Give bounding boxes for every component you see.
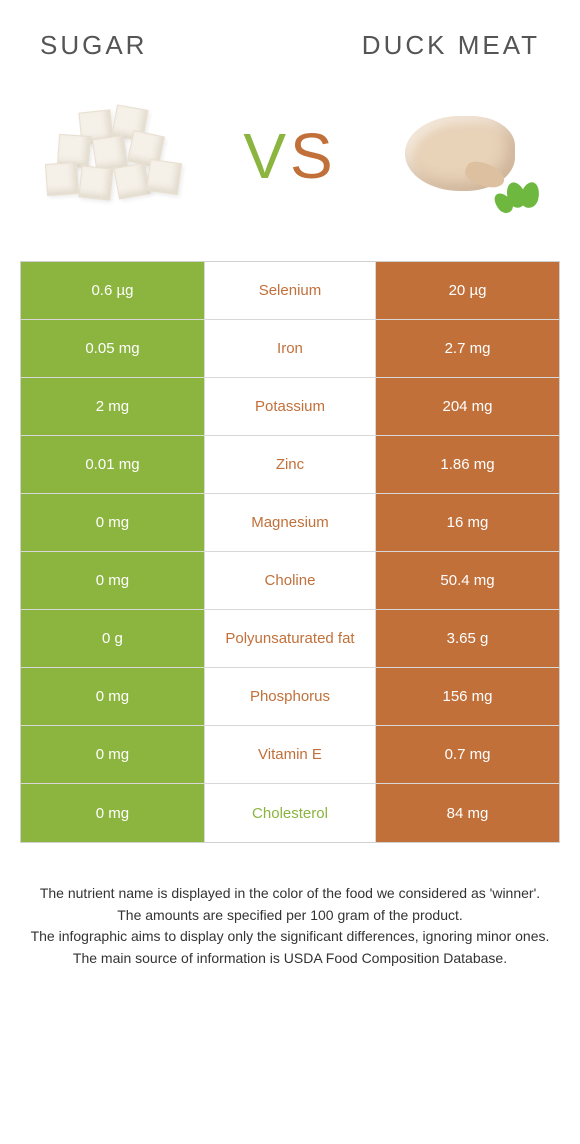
left-value: 0 g bbox=[21, 610, 204, 667]
table-row: 0 mgCholesterol84 mg bbox=[21, 784, 559, 842]
right-value: 156 mg bbox=[376, 668, 559, 725]
left-value: 2 mg bbox=[21, 378, 204, 435]
nutrient-label: Phosphorus bbox=[204, 668, 376, 725]
duck-image bbox=[390, 91, 550, 221]
footnote-line: The main source of information is USDA F… bbox=[30, 948, 550, 970]
left-value: 0.05 mg bbox=[21, 320, 204, 377]
footnote-line: The nutrient name is displayed in the co… bbox=[30, 883, 550, 905]
nutrient-label: Potassium bbox=[204, 378, 376, 435]
hero-row: VS bbox=[0, 71, 580, 261]
left-value: 0 mg bbox=[21, 784, 204, 842]
vs-label: VS bbox=[243, 119, 336, 193]
right-value: 3.65 g bbox=[376, 610, 559, 667]
right-value: 204 mg bbox=[376, 378, 559, 435]
footnote-line: The infographic aims to display only the… bbox=[30, 926, 550, 948]
left-value: 0 mg bbox=[21, 494, 204, 551]
nutrient-label: Magnesium bbox=[204, 494, 376, 551]
right-value: 50.4 mg bbox=[376, 552, 559, 609]
left-value: 0 mg bbox=[21, 668, 204, 725]
nutrient-label: Selenium bbox=[204, 262, 376, 319]
nutrient-label: Polyunsaturated fat bbox=[204, 610, 376, 667]
table-row: 0.6 µgSelenium20 µg bbox=[21, 262, 559, 320]
title-left: SUGAR bbox=[40, 30, 147, 61]
left-value: 0 mg bbox=[21, 726, 204, 783]
right-value: 1.86 mg bbox=[376, 436, 559, 493]
right-value: 16 mg bbox=[376, 494, 559, 551]
nutrient-table: 0.6 µgSelenium20 µg0.05 mgIron2.7 mg2 mg… bbox=[20, 261, 560, 843]
table-row: 0.05 mgIron2.7 mg bbox=[21, 320, 559, 378]
vs-v: V bbox=[243, 120, 290, 192]
footnote-line: The amounts are specified per 100 gram o… bbox=[30, 905, 550, 927]
vs-s: S bbox=[290, 120, 337, 192]
right-value: 0.7 mg bbox=[376, 726, 559, 783]
table-row: 0.01 mgZinc1.86 mg bbox=[21, 436, 559, 494]
right-value: 84 mg bbox=[376, 784, 559, 842]
table-row: 0 mgCholine50.4 mg bbox=[21, 552, 559, 610]
nutrient-label: Cholesterol bbox=[204, 784, 376, 842]
nutrient-label: Choline bbox=[204, 552, 376, 609]
table-row: 0 gPolyunsaturated fat3.65 g bbox=[21, 610, 559, 668]
sugar-image bbox=[30, 91, 190, 221]
title-right: DUCK MEAT bbox=[362, 30, 540, 61]
table-row: 0 mgPhosphorus156 mg bbox=[21, 668, 559, 726]
nutrient-label: Iron bbox=[204, 320, 376, 377]
table-row: 0 mgVitamin E0.7 mg bbox=[21, 726, 559, 784]
table-row: 2 mgPotassium204 mg bbox=[21, 378, 559, 436]
table-row: 0 mgMagnesium16 mg bbox=[21, 494, 559, 552]
left-value: 0.01 mg bbox=[21, 436, 204, 493]
right-value: 2.7 mg bbox=[376, 320, 559, 377]
left-value: 0 mg bbox=[21, 552, 204, 609]
nutrient-label: Vitamin E bbox=[204, 726, 376, 783]
left-value: 0.6 µg bbox=[21, 262, 204, 319]
header: SUGAR DUCK MEAT bbox=[0, 0, 580, 71]
nutrient-label: Zinc bbox=[204, 436, 376, 493]
footnotes: The nutrient name is displayed in the co… bbox=[0, 843, 580, 990]
right-value: 20 µg bbox=[376, 262, 559, 319]
